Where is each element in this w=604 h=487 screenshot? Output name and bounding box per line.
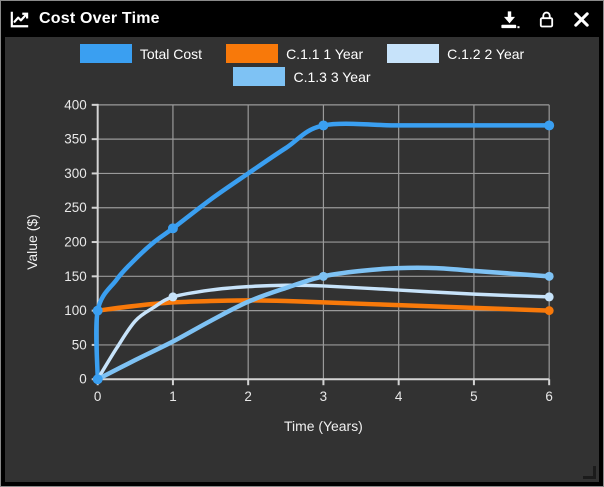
data-point-marker [167, 223, 178, 234]
widget-title: Cost Over Time [39, 10, 160, 27]
data-point-marker [318, 120, 329, 131]
data-point-marker [168, 292, 178, 302]
svg-text:250: 250 [64, 200, 86, 215]
legend-swatch [226, 44, 279, 63]
svg-text:2: 2 [244, 389, 251, 404]
legend-row: Total Cost C.1.1 1 Year C.1.2 2 Year [79, 44, 524, 63]
data-point-marker [544, 271, 554, 281]
data-point-marker [544, 292, 554, 302]
legend-swatch [233, 67, 286, 86]
legend-label: Total Cost [139, 45, 203, 62]
data-point-marker [544, 306, 554, 316]
grid [97, 104, 550, 380]
chart-line-icon [9, 9, 31, 29]
svg-text:1: 1 [169, 389, 176, 404]
data-point-marker [318, 271, 328, 281]
legend-swatch [387, 44, 440, 63]
close-button[interactable] [572, 10, 591, 29]
chart-legend: Total Cost C.1.1 1 Year C.1.2 2 Year C.1.3 … [5, 44, 599, 86]
y-axis-label: Value ($) [24, 214, 40, 270]
cost-chart[interactable]: 0 50 100 150 200 250 300 350 400 0 1 2 3 4 5 6 Time (Yea… [5, 37, 599, 482]
svg-text:150: 150 [64, 269, 86, 284]
x-axis-label: Time (Years) [284, 418, 363, 434]
tick-labels: 0 50 100 150 200 250 300 350 400 0 1 2 3 4 5 6 [64, 97, 553, 404]
lock-button[interactable] [536, 9, 557, 30]
legend-item-c-1-1-1-year[interactable]: C.1.1 1 Year [226, 44, 363, 63]
legend-swatch [79, 44, 132, 63]
axes [91, 103, 551, 386]
legend-label: C.1.2 2 Year [447, 45, 525, 62]
svg-text:50: 50 [72, 337, 87, 352]
svg-text:100: 100 [64, 303, 86, 318]
svg-text:0: 0 [79, 372, 86, 387]
legend-label: C.1.3 3 Year [293, 68, 371, 85]
legend-item-total-cost[interactable]: Total Cost [79, 44, 203, 63]
resize-handle[interactable] [583, 466, 596, 479]
svg-text:6: 6 [545, 389, 552, 404]
series-line-total-cost [94, 121, 552, 382]
svg-text:400: 400 [64, 97, 86, 112]
svg-text:350: 350 [64, 132, 86, 147]
data-point-marker [92, 374, 103, 385]
titlebar-actions [498, 9, 591, 30]
data-point-marker [544, 120, 555, 131]
legend-item-c-1-2-2-year[interactable]: C.1.2 2 Year [387, 44, 524, 63]
svg-text:200: 200 [64, 235, 86, 250]
svg-text:300: 300 [64, 166, 86, 181]
svg-text:3: 3 [320, 389, 327, 404]
download-button[interactable] [498, 9, 521, 30]
chart-panel: Total Cost C.1.1 1 Year C.1.2 2 Year C.1.3 … [5, 37, 599, 482]
data-point-marker [92, 305, 103, 316]
legend-label: C.1.1 1 Year [286, 45, 364, 62]
legend-item-c-1-3-3-year[interactable]: C.1.3 3 Year [233, 67, 371, 86]
series-line-c-1-2-2-year [95, 283, 551, 381]
svg-text:5: 5 [470, 389, 477, 404]
svg-text:0: 0 [94, 389, 101, 404]
titlebar: Cost Over Time [1, 1, 603, 37]
legend-row: C.1.3 3 Year [233, 67, 371, 86]
svg-text:4: 4 [395, 389, 403, 404]
